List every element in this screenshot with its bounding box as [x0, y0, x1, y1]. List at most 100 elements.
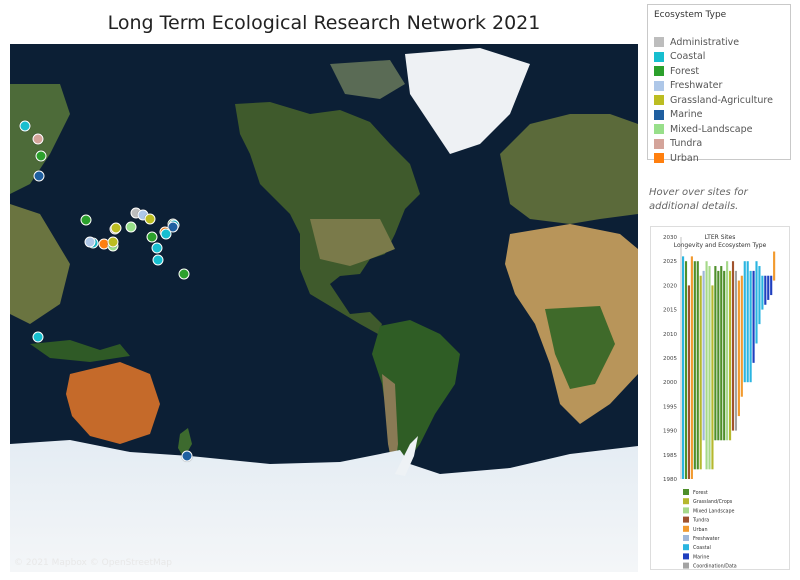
site-marker-coastal[interactable] — [152, 254, 164, 266]
legend-label: Grassland-Agriculture — [670, 94, 773, 106]
inset-bar — [731, 261, 735, 431]
site-marker-forest[interactable] — [178, 268, 190, 279]
site-marker-freshwater[interactable] — [84, 236, 96, 248]
inset-bar — [734, 270, 738, 431]
legend-item-urban[interactable]: Urban — [648, 151, 790, 166]
inset-legend-label: Mixed Landscape — [693, 508, 735, 514]
hover-note: Hover over sites for additional details. — [649, 187, 748, 212]
inset-bar — [714, 266, 717, 441]
inset-bar — [752, 270, 755, 363]
inset-bar — [773, 251, 776, 281]
legend-item-tundra[interactable]: Tundra — [648, 137, 790, 152]
inset-bar — [702, 270, 705, 441]
inset-y-tick-label: 2025 — [663, 259, 677, 265]
inset-legend-label: Coastal — [693, 545, 711, 551]
legend-swatch — [654, 109, 664, 120]
australia-landmass — [66, 362, 160, 444]
inset-bar — [749, 270, 752, 383]
us-plains — [310, 219, 395, 266]
site-marker-grassland-agriculture[interactable] — [144, 213, 156, 225]
legend-swatch — [654, 153, 664, 164]
inset-y-tick-label: 1990 — [663, 429, 677, 435]
legend-list: Administrative Coastal Forest Freshwater Gra… — [648, 35, 790, 166]
inset-bar — [764, 275, 767, 305]
inset-y-tick-label: 2020 — [663, 283, 677, 289]
legend-label: Forest — [670, 65, 700, 77]
legend-item-freshwater[interactable]: Freshwater — [648, 79, 790, 94]
site-marker-forest[interactable] — [146, 231, 158, 243]
inset-bar — [690, 256, 693, 479]
inset-legend-swatch — [683, 544, 689, 551]
site-marker-marine[interactable] — [33, 170, 45, 182]
arctic-islands — [330, 60, 405, 99]
legend-item-forest[interactable]: Forest — [648, 64, 790, 79]
site-marker-grassland-agriculture[interactable] — [110, 222, 122, 234]
inset-legend-swatch — [683, 489, 689, 495]
inset-bar — [720, 266, 723, 441]
legend-label: Freshwater — [670, 80, 723, 92]
inset-legend-label: Coordination/Data — [693, 564, 737, 569]
europe-landmass — [500, 114, 638, 224]
legend-item-grassland-agriculture[interactable]: Grassland-Agriculture — [648, 93, 790, 108]
inset-legend-swatch — [683, 535, 689, 541]
inset-legend-swatch — [683, 562, 689, 569]
inset-bar — [726, 261, 729, 441]
legend-label: Coastal — [670, 51, 706, 63]
site-marker-tundra[interactable] — [32, 133, 44, 145]
site-marker-marine[interactable] — [181, 450, 193, 462]
inset-bar — [740, 275, 743, 397]
andes-dry — [382, 374, 398, 474]
inset-legend-label: Tundra — [692, 518, 709, 524]
map-basemap — [10, 44, 638, 572]
site-marker-coastal[interactable] — [19, 120, 31, 132]
legend-swatch — [654, 124, 664, 135]
inset-legend-swatch — [683, 553, 689, 560]
site-marker-mixed-landscape[interactable] — [125, 221, 137, 233]
ecosystem-legend: Ecosystem Type Administrative Coastal Fore… — [647, 4, 791, 164]
inset-y-tick-label: 1980 — [663, 477, 677, 483]
legend-item-mixed-landscape[interactable]: Mixed-Landscape — [648, 122, 790, 137]
inset-bar — [687, 285, 691, 479]
site-marker-coastal[interactable] — [32, 331, 44, 343]
inset-bar — [693, 261, 696, 470]
inset-bar — [770, 275, 773, 296]
legend-label: Tundra — [670, 138, 703, 150]
inset-bar — [729, 270, 732, 441]
site-marker-coastal[interactable] — [160, 228, 172, 240]
inset-bar — [705, 261, 708, 470]
inset-bar — [746, 261, 749, 383]
inset-bar — [684, 261, 688, 479]
antarctic-peninsula — [395, 436, 418, 476]
legend-title: Ecosystem Type — [654, 10, 727, 20]
inset-bar — [682, 256, 685, 479]
site-marker-forest[interactable] — [35, 150, 47, 162]
inset-bar — [711, 285, 714, 470]
site-marker-forest[interactable] — [80, 214, 92, 226]
inset-chart-subtitle: Longevity and Ecosystem Type — [674, 242, 767, 249]
legend-item-coastal[interactable]: Coastal — [648, 50, 790, 65]
inset-legend-label: Freshwater — [693, 536, 719, 542]
africa-green — [545, 306, 615, 389]
world-map[interactable]: © 2021 Mapbox © OpenStreetMap — [10, 44, 638, 572]
inset-y-tick-label: 2000 — [663, 380, 677, 386]
legend-swatch — [654, 66, 664, 77]
inset-y-tick-label: 2030 — [663, 235, 677, 241]
inset-legend-swatch — [683, 498, 689, 505]
inset-bar — [723, 270, 726, 441]
inset-bar — [737, 280, 740, 417]
site-marker-coastal[interactable] — [151, 242, 163, 254]
site-marker-grassland-agriculture[interactable] — [107, 236, 119, 248]
inset-y-tick-label: 2015 — [663, 308, 677, 314]
inset-bar — [743, 261, 746, 383]
inset-legend-label: Urban — [693, 527, 708, 533]
new-zealand — [178, 428, 192, 458]
inset-y-tick-label: 1985 — [663, 453, 677, 459]
greenland-landmass — [405, 48, 530, 154]
antarctica-landmass — [10, 440, 638, 572]
inset-y-tick-label: 2010 — [663, 332, 677, 338]
legend-item-administrative[interactable]: Administrative — [648, 35, 790, 50]
legend-swatch — [654, 95, 664, 106]
legend-item-marine[interactable]: Marine — [648, 108, 790, 123]
inset-bar — [717, 270, 720, 441]
